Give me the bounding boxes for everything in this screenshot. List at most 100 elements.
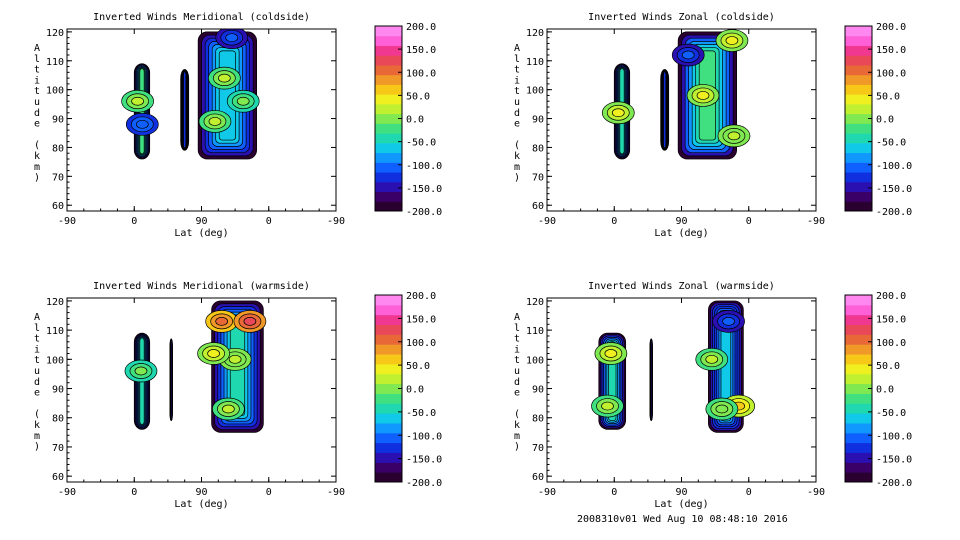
y-tick-label: 60	[52, 472, 64, 483]
colorbar-tick-label: 0.0	[406, 115, 424, 126]
colorbar-swatch	[375, 295, 402, 306]
colorbar-swatch	[845, 442, 872, 453]
colorbar-swatch	[375, 123, 402, 134]
colorbar-swatch	[845, 64, 872, 76]
y-tick-label: 120	[46, 297, 64, 308]
colorbar-swatch	[845, 462, 872, 473]
colorbar-tick-label: -100.0	[876, 431, 912, 442]
y-axis-label-char: i	[514, 75, 520, 86]
colorbar-tick-label: 0.0	[406, 385, 424, 396]
y-axis-label-char: k	[34, 151, 40, 162]
data-region-2-level-7	[650, 339, 653, 421]
colorbar-swatch	[845, 191, 872, 202]
colorbar-swatch	[845, 55, 872, 66]
x-axis-label: Lat (deg)	[654, 228, 708, 239]
x-tick-label: 0	[746, 216, 752, 227]
colorbar-swatch	[845, 354, 872, 365]
x-axis-label: Lat (deg)	[654, 499, 708, 510]
colorbar-swatch	[845, 142, 872, 154]
colorbar-tick-label: 150.0	[876, 45, 906, 56]
y-tick-label: 100	[46, 86, 64, 97]
x-tick-label: -90	[807, 487, 825, 498]
x-tick-label: 0	[611, 487, 617, 498]
colorbar: 200.0 150.0 100.0 50.0 0.0 -50.0 -100.0 -150.0 -…	[374, 291, 442, 489]
data-feature-3-contour-3	[705, 354, 719, 364]
y-axis-label-char: l	[34, 54, 40, 65]
colorbar-tick-label: 200.0	[876, 22, 906, 33]
colorbar-tick-label: -50.0	[876, 138, 906, 149]
colorbar-swatch	[845, 472, 872, 483]
x-tick-label: -90	[807, 216, 825, 227]
colorbar: 200.0 150.0 100.0 50.0 0.0 -50.0 -100.0 -150.0 -…	[374, 22, 442, 218]
y-axis-label-char: )	[514, 173, 520, 184]
colorbar-swatch	[375, 45, 402, 56]
colorbar-tick-label: 200.0	[406, 291, 436, 302]
colorbar-tick-label: -200.0	[406, 207, 442, 218]
y-tick-label: 120	[526, 297, 544, 308]
data-feature-3-contour-3	[228, 354, 242, 364]
colorbar-swatch	[845, 26, 872, 37]
colorbar-swatch	[845, 452, 872, 463]
data-feature-6-contour-3	[134, 366, 148, 376]
data-feature-2-contour-3	[696, 91, 710, 100]
colorbar: 200.0 150.0 100.0 50.0 0.0 -50.0 -100.0 -150.0 -…	[844, 291, 912, 489]
colorbar-swatch	[375, 373, 402, 385]
colorbar-swatch	[375, 472, 402, 483]
y-axis-label-char: )	[514, 442, 520, 453]
colorbar-swatch	[375, 363, 402, 375]
y-axis-label-char: k	[514, 151, 520, 162]
data-feature-1-contour-3	[215, 317, 229, 326]
colorbar-swatch	[375, 74, 402, 85]
y-axis-label-char: A	[34, 43, 40, 54]
colorbar-swatch	[375, 35, 402, 46]
colorbar-tick-label: -200.0	[876, 207, 912, 218]
chart-title: Inverted Winds Zonal (coldside)	[588, 12, 775, 23]
y-axis-label-char: i	[514, 344, 520, 355]
chart-panel-4: Inverted Winds Zonal (warmside) -90 0 90 0 -9…	[514, 281, 912, 510]
data-feature-3-contour-3	[725, 36, 739, 45]
y-axis-label-char: m	[514, 162, 520, 173]
colorbar-swatch	[375, 152, 402, 163]
y-axis-label-char: t	[514, 86, 520, 97]
y-axis-label-char: m	[514, 431, 520, 442]
colorbar-swatch	[845, 172, 872, 183]
plot-frame	[546, 297, 817, 483]
y-tick-label: 80	[52, 414, 64, 425]
data-feature-6-contour-3	[225, 33, 239, 43]
colorbar-tick-label: -100.0	[406, 431, 442, 442]
y-tick-label: 70	[52, 443, 64, 454]
colorbar-swatch	[845, 413, 872, 424]
y-axis-label-char: e	[34, 388, 40, 399]
colorbar-swatch	[375, 113, 402, 124]
x-tick-label: -90	[327, 487, 345, 498]
y-axis-label-char: k	[514, 420, 520, 431]
x-tick-label: 0	[131, 487, 137, 498]
y-axis-label-char: u	[514, 366, 520, 377]
colorbar-swatch	[845, 403, 872, 414]
y-axis-label-char: l	[514, 54, 520, 65]
colorbar-swatch	[845, 201, 872, 212]
y-tick-label: 110	[46, 326, 64, 337]
colorbar-tick-label: 50.0	[876, 91, 900, 102]
colorbar-swatch	[845, 344, 872, 355]
colorbar-tick-label: 50.0	[876, 361, 900, 372]
data-feature-1-contour-3	[131, 96, 144, 106]
colorbar-swatch	[375, 162, 402, 173]
plot-area	[601, 29, 751, 160]
colorbar-swatch	[845, 35, 872, 46]
colorbar-swatch	[375, 432, 402, 444]
y-axis-label-char: e	[514, 388, 520, 399]
data-feature-5-contour-3	[222, 404, 235, 414]
y-axis-label-char: u	[34, 366, 40, 377]
x-tick-label: -90	[327, 216, 345, 227]
plot-frame	[66, 297, 337, 483]
colorbar-swatch	[845, 314, 872, 326]
data-feature-5-contour-3	[236, 96, 250, 106]
x-tick-label: 90	[195, 216, 207, 227]
x-tick-label: 0	[746, 487, 752, 498]
data-feature-4-contour-3	[727, 131, 741, 141]
y-tick-label: 100	[526, 355, 544, 366]
colorbar-tick-label: 0.0	[876, 115, 894, 126]
colorbar-tick-label: 200.0	[406, 22, 436, 33]
y-axis-label-char: l	[34, 323, 40, 334]
